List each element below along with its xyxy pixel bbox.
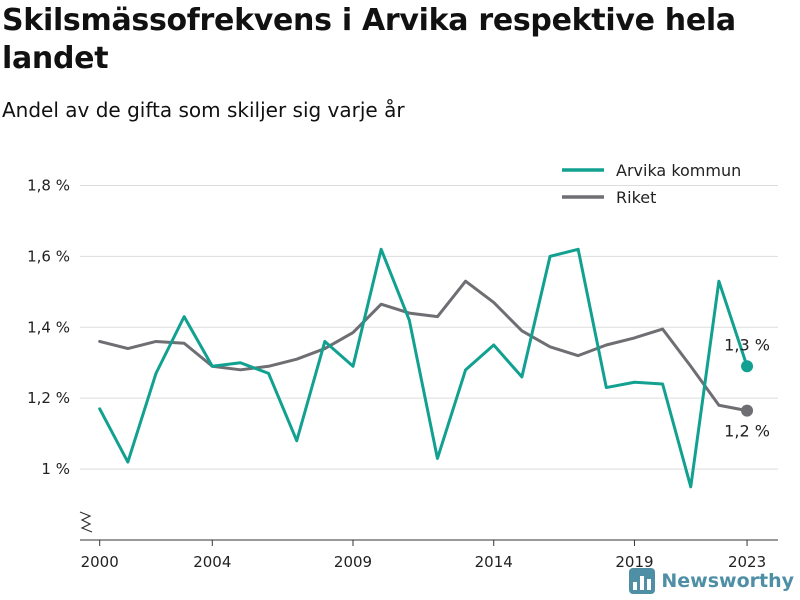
- bar-chart-logo-icon: [629, 568, 656, 594]
- legend-label-arvika[interactable]: Arvika kommun: [616, 161, 741, 180]
- y-tick-label: 1,6 %: [27, 247, 70, 265]
- x-tick-label: 2019: [615, 553, 653, 571]
- legend-label-riket[interactable]: Riket: [616, 188, 656, 207]
- end-point-arvika: [741, 360, 754, 373]
- chart-subtitle: Andel av de gifta som skiljer sig varje …: [2, 98, 405, 122]
- chart-title: Skilsmässofrekvens i Arvika respektive h…: [2, 3, 736, 76]
- x-tick-label: 2009: [334, 553, 372, 571]
- legend[interactable]: Arvika kommun Riket: [562, 161, 741, 207]
- end-point-riket: [741, 404, 754, 417]
- y-tick-label: 1,4 %: [27, 318, 70, 336]
- x-tick-label: 2004: [193, 553, 231, 571]
- gridlines: [80, 184, 778, 470]
- x-tick-label: 2000: [81, 553, 119, 571]
- x-tick-label: 2014: [475, 553, 513, 571]
- end-label-arvika: 1,3 %: [724, 335, 770, 354]
- axis-break-icon: [79, 511, 93, 533]
- end-label-riket: 1,2 %: [724, 422, 770, 441]
- y-tick-label: 1,2 %: [27, 389, 70, 407]
- y-tick-label: 1 %: [41, 460, 70, 478]
- x-tick-label: 2023: [728, 553, 766, 571]
- newsworthy-logo: Newsworthy: [629, 568, 794, 594]
- y-tick-label: 1,8 %: [27, 176, 70, 194]
- series-line-arvika: [98, 247, 749, 489]
- brand-name: Newsworthy: [661, 570, 794, 592]
- axes: 1 % 1,2 % 1,4 % 1,6 % 1,8 % 2000 2004 2009 2014 2…: [27, 176, 778, 571]
- series-line-riket: [98, 279, 749, 413]
- series: 1,3 % 1,2 %: [98, 247, 770, 489]
